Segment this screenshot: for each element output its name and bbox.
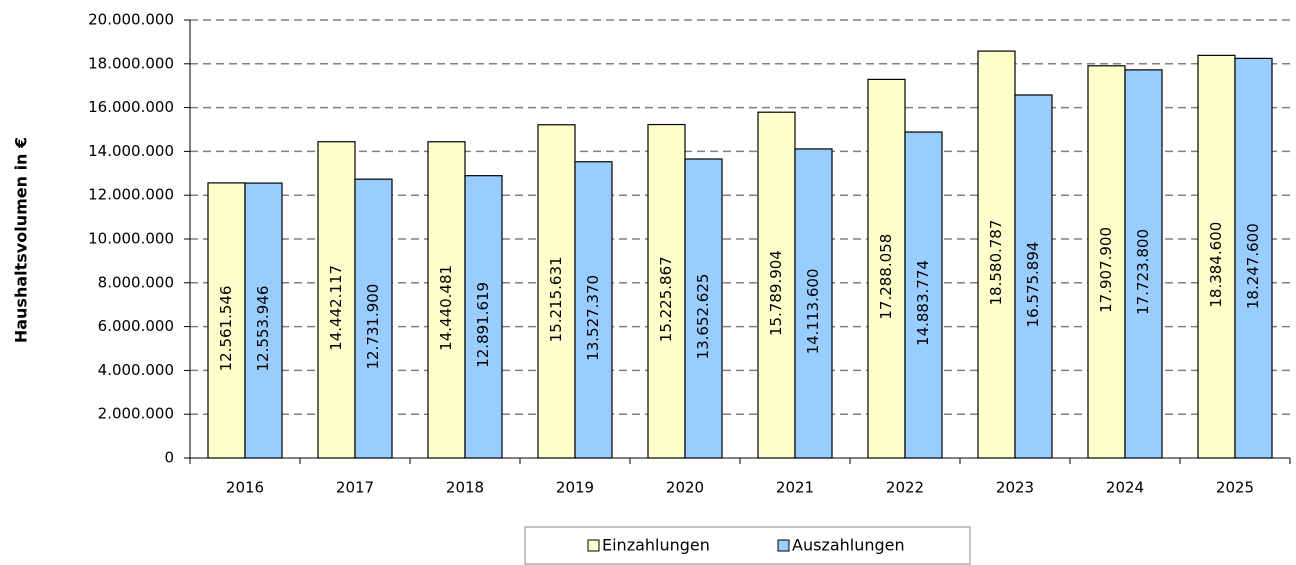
- value-label: 12.731.900: [364, 284, 382, 370]
- bar: [464, 175, 503, 459]
- x-tick-label: 2017: [336, 479, 374, 497]
- value-label: 17.907.900: [1097, 227, 1115, 313]
- x-tick-label: 2023: [996, 479, 1034, 497]
- bar: [794, 148, 833, 459]
- bar: [867, 78, 906, 459]
- y-axis-label: Haushaltsvolumen in €: [12, 137, 31, 343]
- value-label: 18.580.787: [987, 220, 1005, 306]
- legend-swatch: [777, 539, 790, 552]
- bar: [427, 141, 466, 459]
- value-label: 14.113.600: [804, 269, 822, 355]
- bar: [207, 182, 246, 459]
- bar: [317, 141, 356, 459]
- value-label: 13.527.370: [584, 275, 602, 361]
- bar: [354, 178, 393, 459]
- bar: [1197, 54, 1236, 459]
- y-tick-label: 16.000.000: [88, 98, 174, 116]
- value-label: 12.561.546: [217, 286, 235, 372]
- bar: [684, 158, 723, 459]
- bar: [647, 123, 686, 459]
- x-tick-label: 2016: [226, 479, 264, 497]
- value-label: 16.575.894: [1024, 242, 1042, 328]
- bar: [904, 131, 943, 459]
- value-label: 13.652.625: [694, 274, 712, 360]
- bar: [1087, 65, 1126, 459]
- y-tick-label: 12.000.000: [88, 186, 174, 204]
- value-label: 17.288.058: [877, 234, 895, 320]
- bar: [757, 111, 796, 459]
- value-label: 12.891.619: [474, 282, 492, 368]
- value-label: 18.384.600: [1207, 222, 1225, 308]
- y-tick-label: 20.000.000: [88, 11, 174, 29]
- value-label: 12.553.946: [254, 286, 272, 372]
- value-label: 18.247.600: [1244, 223, 1262, 309]
- value-label: 15.225.867: [657, 256, 675, 342]
- bar: [574, 161, 613, 459]
- bar: [244, 182, 283, 459]
- legend-label: Einzahlungen: [602, 536, 710, 555]
- y-tick-label: 8.000.000: [98, 273, 174, 291]
- value-label: 17.723.800: [1134, 229, 1152, 315]
- x-tick-label: 2019: [556, 479, 594, 497]
- y-tick-label: 10.000.000: [88, 230, 174, 248]
- y-tick-label: 0: [164, 449, 174, 467]
- x-tick-label: 2018: [446, 479, 484, 497]
- bar: [1234, 57, 1273, 459]
- bar: [537, 124, 576, 459]
- x-tick-label: 2025: [1216, 479, 1254, 497]
- x-tick-label: 2022: [886, 479, 924, 497]
- value-label: 15.215.631: [547, 256, 565, 342]
- y-tick-label: 18.000.000: [88, 54, 174, 72]
- y-tick-label: 14.000.000: [88, 142, 174, 160]
- value-label: 14.440.481: [437, 265, 455, 351]
- legend-swatch: [587, 539, 600, 552]
- bar: [1124, 69, 1163, 459]
- y-tick-label: 4.000.000: [98, 361, 174, 379]
- x-tick-label: 2021: [776, 479, 814, 497]
- x-tick-label: 2020: [666, 479, 704, 497]
- value-label: 14.442.117: [327, 265, 345, 351]
- value-label: 15.789.904: [767, 250, 785, 336]
- x-tick-label: 2024: [1106, 479, 1144, 497]
- y-tick-label: 2.000.000: [98, 405, 174, 423]
- legend-label: Auszahlungen: [792, 536, 905, 555]
- bar: [1014, 94, 1053, 459]
- y-tick-label: 6.000.000: [98, 317, 174, 335]
- value-label: 14.883.774: [914, 260, 932, 346]
